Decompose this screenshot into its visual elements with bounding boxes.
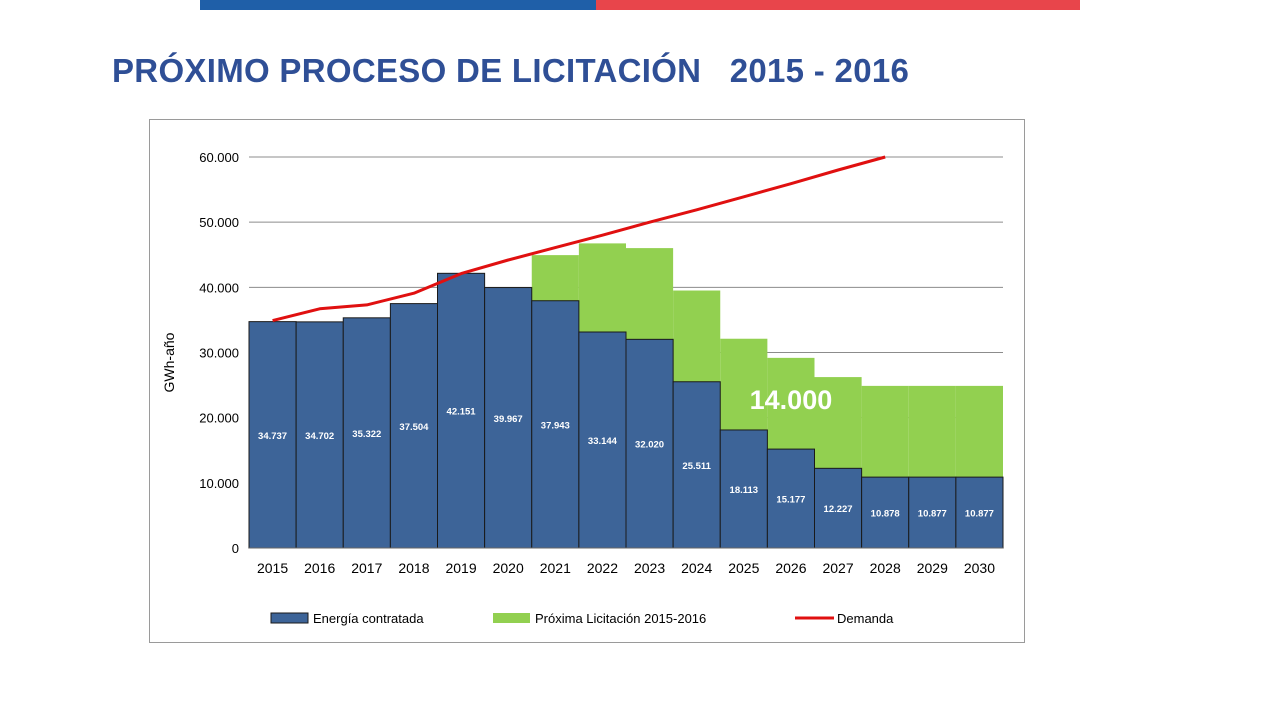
bar-data-label: 15.177 (776, 495, 805, 506)
contracted-bar (814, 467, 863, 549)
bar-data-label: 10.877 (965, 509, 994, 520)
bar-data-label: 34.702 (305, 431, 334, 442)
y-tick-label: 60.000 (199, 150, 239, 165)
chart-frame: 0 10.000 20.000 30.000 40.000 50.000 60.000 GWh… (149, 119, 1025, 643)
x-tick-label: 2023 (634, 560, 665, 576)
contracted-bar (484, 287, 533, 549)
tender-bar (767, 357, 815, 450)
bar-data-label: 37.943 (541, 420, 570, 431)
x-tick-label: 2016 (304, 560, 335, 576)
tender-bar (861, 385, 909, 478)
tender-bar (531, 255, 579, 301)
tender-bar (578, 243, 626, 333)
x-tick-label: 2024 (681, 560, 712, 576)
contracted-bar (672, 381, 721, 549)
top-bar-blue (200, 0, 596, 10)
legend-label: Energía contratada (313, 611, 424, 626)
slide-title: PRÓXIMO PROCESO DE LICITACIÓN 2015 - 201… (112, 52, 910, 89)
x-tick-label: 2020 (493, 560, 524, 576)
legend-swatch (270, 612, 309, 624)
contracted-bar (719, 429, 768, 549)
bar-data-label: 37.504 (399, 422, 429, 433)
tender-bar (673, 290, 721, 382)
legend-label: Próxima Licitación 2015-2016 (535, 611, 706, 626)
annotation-label: 14.000 (750, 385, 833, 415)
contracted-bar (766, 448, 815, 549)
x-tick-label: 2028 (870, 560, 901, 576)
tender-bar (720, 338, 768, 430)
x-tick-label: 2022 (587, 560, 618, 576)
x-tick-label: 2025 (728, 560, 759, 576)
x-tick-label: 2030 (964, 560, 995, 576)
contracted-bar (955, 476, 1004, 549)
y-tick-label: 10.000 (199, 476, 239, 491)
tender-bar (814, 377, 862, 469)
bar-data-label: 32.020 (635, 440, 664, 451)
y-tick-label: 0 (232, 541, 239, 556)
contracted-bar (531, 300, 580, 549)
demand-line (272, 155, 886, 323)
y-axis-label: GWh-año (161, 332, 177, 392)
contracted-bar (625, 338, 674, 549)
contracted-bar (437, 272, 486, 549)
top-bar-red (596, 0, 1080, 10)
x-tick-label: 2026 (775, 560, 806, 576)
contracted-bar (908, 476, 957, 549)
tender-bar (955, 385, 1003, 478)
bar-data-label: 18.113 (730, 485, 759, 496)
legend-swatch (493, 613, 530, 623)
bar-data-label: 42.151 (447, 407, 477, 418)
x-tick-label: 2017 (351, 560, 382, 576)
bar-data-label: 35.322 (352, 429, 381, 440)
tender-bar (626, 248, 674, 340)
bar-data-label: 10.877 (918, 509, 947, 520)
x-tick-label: 2029 (917, 560, 948, 576)
x-tick-label: 2027 (822, 560, 853, 576)
x-tick-label: 2015 (257, 560, 288, 576)
contracted-bar (861, 476, 910, 549)
legend-label: Demanda (837, 611, 894, 626)
y-tick-label: 40.000 (199, 280, 239, 295)
y-tick-label: 20.000 (199, 411, 239, 426)
bar-data-label: 39.967 (494, 414, 523, 425)
x-tick-label: 2019 (445, 560, 476, 576)
x-tick-label: 2018 (398, 560, 429, 576)
y-tick-label: 50.000 (199, 215, 239, 230)
bar-data-label: 25.511 (682, 461, 711, 472)
contracted-bar (389, 303, 438, 549)
bar-data-label: 12.227 (824, 504, 853, 515)
bar-data-label: 33.144 (588, 436, 618, 447)
bar-chart: 0 10.000 20.000 30.000 40.000 50.000 60.000 GWh… (161, 150, 1004, 626)
bar-data-label: 10.878 (871, 509, 900, 520)
x-tick-label: 2021 (540, 560, 571, 576)
y-tick-label: 30.000 (199, 346, 239, 361)
bar-data-label: 34.737 (258, 431, 287, 442)
tender-bar (908, 385, 956, 478)
